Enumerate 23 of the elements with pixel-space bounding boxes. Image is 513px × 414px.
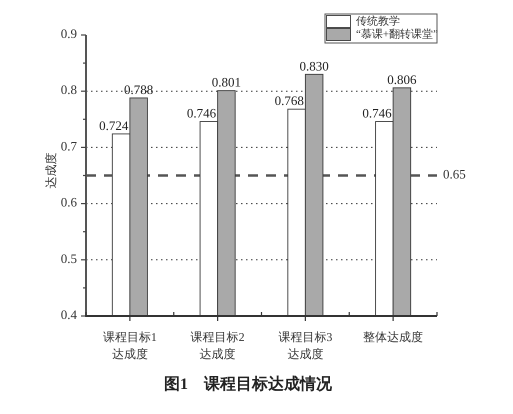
data-label: 0.724 (99, 118, 128, 133)
y-tick-label: 0.4 (60, 306, 78, 322)
data-label: 0.830 (300, 58, 329, 74)
data-label: 0.746 (186, 106, 216, 121)
y-tick-label: 0.6 (60, 194, 78, 210)
y-tick-label: 0.9 (60, 26, 77, 41)
text: 图1 课程目标达成情况 (164, 375, 333, 393)
data-label: 0.746 (362, 106, 392, 121)
y-tick-label: 0.5 (60, 250, 77, 266)
legend-label: 传统教学 (356, 16, 400, 28)
x-tick-label: 课程目标3 达成度 (278, 330, 332, 361)
x-tick-label: 课程目标2 达成度 (190, 330, 245, 361)
ref-line-label: 0.65 (443, 166, 466, 182)
data-label: 0.806 (387, 72, 417, 87)
y-tick-label: 0.8 (60, 82, 77, 98)
x-tick-label: 整体达成度 (363, 330, 424, 344)
legend-label: “慕课+翻转课堂” (356, 28, 438, 41)
y-axis-title: 达成度 (44, 152, 58, 188)
y-tick-label: 0.7 (60, 138, 78, 154)
data-label: 0.788 (124, 82, 154, 97)
data-label: 0.768 (274, 93, 304, 108)
data-label: 0.801 (212, 74, 242, 90)
x-tick-label: 课程目标1 达成度 (102, 330, 157, 361)
